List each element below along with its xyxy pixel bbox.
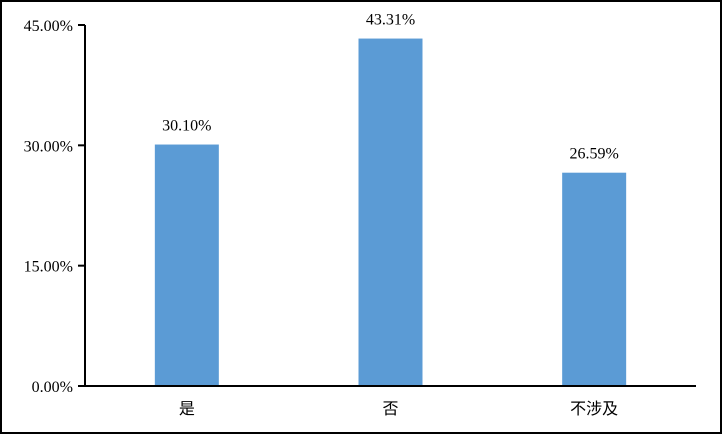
x-tick-label: 否 — [382, 401, 398, 418]
x-tick-label: 是 — [179, 401, 195, 418]
data-label: 43.31% — [366, 12, 415, 29]
y-tick-label: 15.00% — [24, 259, 73, 276]
y-tick-label: 45.00% — [24, 18, 73, 35]
bar-0 — [154, 144, 219, 386]
bar-1 — [358, 38, 423, 386]
y-tick-label: 0.00% — [32, 379, 73, 396]
bar-2 — [562, 172, 627, 386]
data-label: 30.10% — [162, 118, 211, 135]
y-tick-label: 30.00% — [24, 138, 73, 155]
x-tick-label: 不涉及 — [570, 400, 618, 418]
data-label: 26.59% — [570, 146, 619, 163]
